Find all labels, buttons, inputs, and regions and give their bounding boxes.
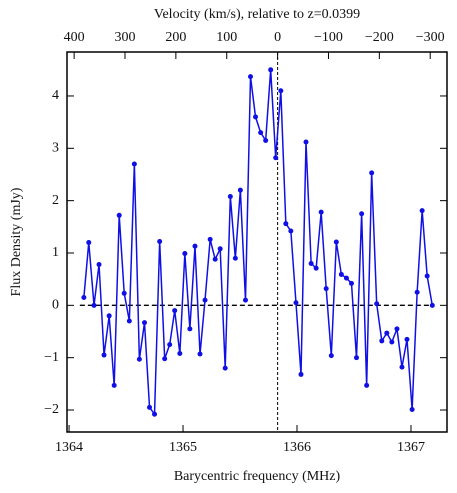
- data-point: [313, 265, 319, 271]
- data-point: [182, 251, 188, 257]
- data-point: [404, 336, 410, 342]
- x-tick-label: 1365: [169, 440, 197, 455]
- data-point: [192, 243, 198, 249]
- data-point: [232, 255, 238, 261]
- x-tick-label: 1364: [55, 440, 83, 455]
- data-point: [343, 275, 349, 281]
- data-point: [121, 290, 127, 296]
- x-tick-label: 1366: [283, 440, 311, 455]
- data-point: [212, 256, 218, 262]
- data-point: [333, 239, 339, 245]
- data-point: [424, 273, 430, 279]
- data-point: [126, 318, 132, 324]
- data-point: [152, 411, 158, 417]
- x-tick-label: 1367: [397, 440, 425, 455]
- data-point: [384, 330, 390, 336]
- data-point: [364, 382, 370, 388]
- data-point: [328, 353, 334, 359]
- data-point: [157, 238, 163, 244]
- data-point: [96, 262, 102, 268]
- top-tick-label: 100: [216, 30, 237, 45]
- data-point: [308, 260, 314, 266]
- data-point: [394, 326, 400, 332]
- y-tick-label: 4: [52, 88, 59, 103]
- x-axis-label: Barycentric frequency (MHz): [174, 469, 341, 484]
- y-axis-label: Flux Density (mJy): [9, 187, 24, 296]
- data-point: [147, 404, 153, 410]
- data-point: [162, 356, 168, 362]
- data-point: [268, 67, 274, 73]
- data-point: [116, 212, 122, 218]
- data-point: [359, 211, 365, 217]
- data-point: [348, 280, 354, 286]
- data-point: [142, 320, 148, 326]
- data-point: [374, 301, 380, 307]
- data-point: [111, 382, 117, 388]
- y-tick-label: −2: [44, 402, 59, 417]
- data-point: [369, 170, 375, 176]
- top-tick-label: −200: [365, 30, 394, 45]
- top-tick-label: 0: [274, 30, 281, 45]
- data-point: [187, 326, 193, 332]
- data-point: [131, 161, 137, 167]
- data-point: [227, 193, 233, 199]
- data-point: [86, 240, 92, 246]
- data-point: [399, 364, 405, 370]
- top-tick-label: −100: [314, 30, 343, 45]
- y-tick-label: −1: [44, 350, 59, 365]
- data-point: [248, 74, 254, 80]
- data-point: [167, 342, 173, 348]
- top-axis-label: Velocity (km/s), relative to z=0.0399: [154, 7, 360, 22]
- data-point: [414, 289, 420, 295]
- data-point: [419, 208, 425, 214]
- data-point: [222, 365, 228, 371]
- data-point: [91, 302, 97, 308]
- top-tick-label: −300: [416, 30, 445, 45]
- data-point: [136, 356, 142, 362]
- data-point: [379, 338, 385, 344]
- y-tick-label: 3: [52, 141, 59, 156]
- data-point: [177, 350, 183, 356]
- data-point: [263, 137, 269, 143]
- data-point: [258, 130, 264, 136]
- top-tick-label: 200: [165, 30, 186, 45]
- data-point: [242, 297, 248, 303]
- data-point: [389, 339, 395, 345]
- data-point: [288, 228, 294, 234]
- data-point: [237, 187, 243, 193]
- series-line: [83, 69, 434, 417]
- top-tick-label: 400: [64, 30, 85, 45]
- data-point: [81, 294, 87, 300]
- data-point: [318, 209, 324, 215]
- y-tick-label: 0: [52, 298, 59, 313]
- data-point: [283, 221, 289, 227]
- data-point: [323, 286, 329, 292]
- data-point: [273, 155, 279, 161]
- data-point: [278, 88, 284, 94]
- data-point: [207, 236, 213, 242]
- data-point: [197, 351, 203, 357]
- data-point: [217, 246, 223, 252]
- data-point: [293, 300, 299, 306]
- y-tick-label: 1: [52, 245, 59, 260]
- y-tick-label: 2: [52, 193, 59, 208]
- data-point: [354, 355, 360, 361]
- plot-frame: [66, 51, 448, 433]
- data-point: [106, 313, 112, 319]
- data-point: [172, 308, 178, 314]
- data-point: [429, 302, 435, 308]
- data-point: [253, 114, 259, 120]
- top-tick-label: 300: [114, 30, 135, 45]
- data-point: [101, 352, 107, 358]
- data-point: [338, 271, 344, 277]
- data-point: [303, 139, 309, 145]
- data-point: [202, 297, 208, 303]
- data-point: [409, 406, 415, 412]
- data-point: [298, 371, 304, 377]
